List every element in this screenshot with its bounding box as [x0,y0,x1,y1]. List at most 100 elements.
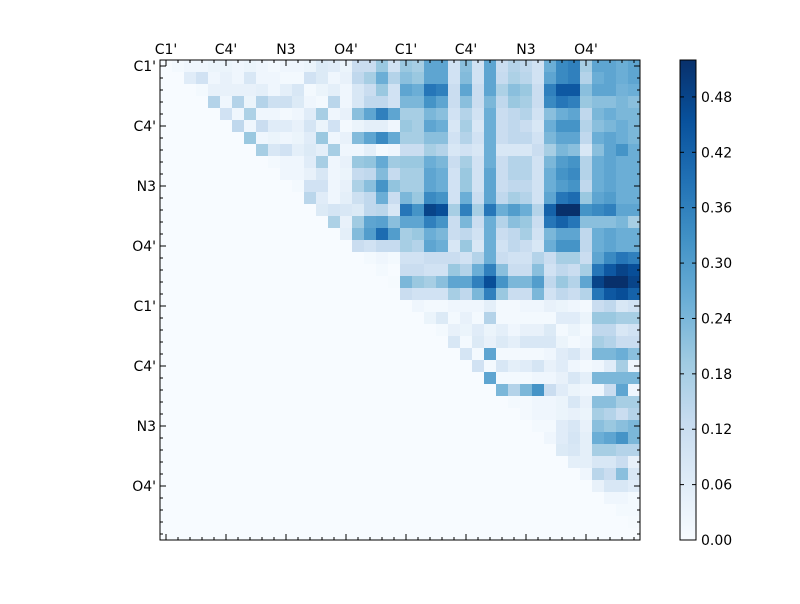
heatmap-cell [160,276,173,289]
heatmap-cell [208,456,221,469]
heatmap-cell [592,312,605,325]
heatmap-cell [460,72,473,85]
heatmap-cell [220,252,233,265]
heatmap-cell [208,96,221,109]
heatmap-cell [580,384,593,397]
heatmap-cell [304,204,317,217]
heatmap-cell [196,432,209,445]
heatmap-cell [316,348,329,361]
heatmap-cell [172,312,185,325]
heatmap-cell [160,180,173,193]
heatmap-cell [544,120,557,133]
heatmap-cell [232,180,245,193]
heatmap-cell [364,468,377,481]
heatmap-cell [460,132,473,145]
heatmap-cell [508,324,521,337]
heatmap-cell [256,156,269,169]
heatmap-cell [304,468,317,481]
heatmap-cell [364,312,377,325]
heatmap-cell [172,192,185,205]
heatmap-cell [448,324,461,337]
heatmap-cell [280,156,293,169]
heatmap-cell [244,480,257,493]
heatmap-cell [508,168,521,181]
heatmap-cell [220,372,233,385]
heatmap-cell [616,72,629,85]
heatmap-cell [484,384,497,397]
heatmap-cell [616,528,629,541]
heatmap-cell [220,276,233,289]
heatmap-cell [196,360,209,373]
heatmap-cell [532,132,545,145]
heatmap-cell [604,264,617,277]
heatmap-cell [232,396,245,409]
heatmap-cell [376,420,389,433]
heatmap-cell [388,156,401,169]
heatmap-cell [220,240,233,253]
heatmap-cell [592,216,605,229]
heatmap-cell [376,408,389,421]
heatmap-cell [568,204,581,217]
heatmap-cell [472,120,485,133]
heatmap-cell [496,192,509,205]
heatmap-cell [568,456,581,469]
heatmap-cell [364,240,377,253]
heatmap-cell [328,384,341,397]
heatmap-cell [220,228,233,241]
heatmap-cell [616,468,629,481]
heatmap-cell [484,468,497,481]
heatmap-cell [496,456,509,469]
heatmap-cell [628,444,641,457]
heatmap-cell [172,408,185,421]
heatmap-cell [436,84,449,97]
heatmap-cell [340,252,353,265]
heatmap-cell [628,324,641,337]
heatmap-cell [400,492,413,505]
heatmap-cell [544,132,557,145]
heatmap-cell [160,324,173,337]
heatmap-cell [616,348,629,361]
heatmap-cell [412,216,425,229]
heatmap-cell [436,456,449,469]
heatmap-cell [556,180,569,193]
heatmap-cell [400,144,413,157]
heatmap-cell [436,144,449,157]
heatmap-cell [412,348,425,361]
heatmap-cell [604,504,617,517]
heatmap-cell [160,108,173,121]
heatmap-cell [436,108,449,121]
heatmap-cell [208,396,221,409]
heatmap-cell [388,276,401,289]
heatmap-cell [244,240,257,253]
heatmap-cell [412,72,425,85]
heatmap-cell [544,252,557,265]
heatmap-cell [604,432,617,445]
heatmap-cell [484,456,497,469]
heatmap-cell [292,504,305,517]
heatmap-cell [220,108,233,121]
heatmap-cell [460,228,473,241]
heatmap-cell [628,84,641,97]
heatmap-cell [460,492,473,505]
heatmap-cell [280,264,293,277]
heatmap-cell [292,456,305,469]
heatmap-cell [424,408,437,421]
heatmap-cell [628,204,641,217]
heatmap-cell [592,444,605,457]
heatmap-cell [472,336,485,349]
heatmap-cell [448,444,461,457]
heatmap-cell [160,492,173,505]
heatmap-cell [304,492,317,505]
heatmap-cell [556,108,569,121]
heatmap-cell [232,336,245,349]
heatmap-cell [352,348,365,361]
heatmap-cell [628,96,641,109]
heatmap-cell [388,228,401,241]
heatmap-cell [592,300,605,313]
heatmap-cell [268,288,281,301]
heatmap-cell [520,444,533,457]
heatmap-cell [592,408,605,421]
heatmap-cell [364,444,377,457]
heatmap-cell [436,492,449,505]
heatmap-cell [184,84,197,97]
